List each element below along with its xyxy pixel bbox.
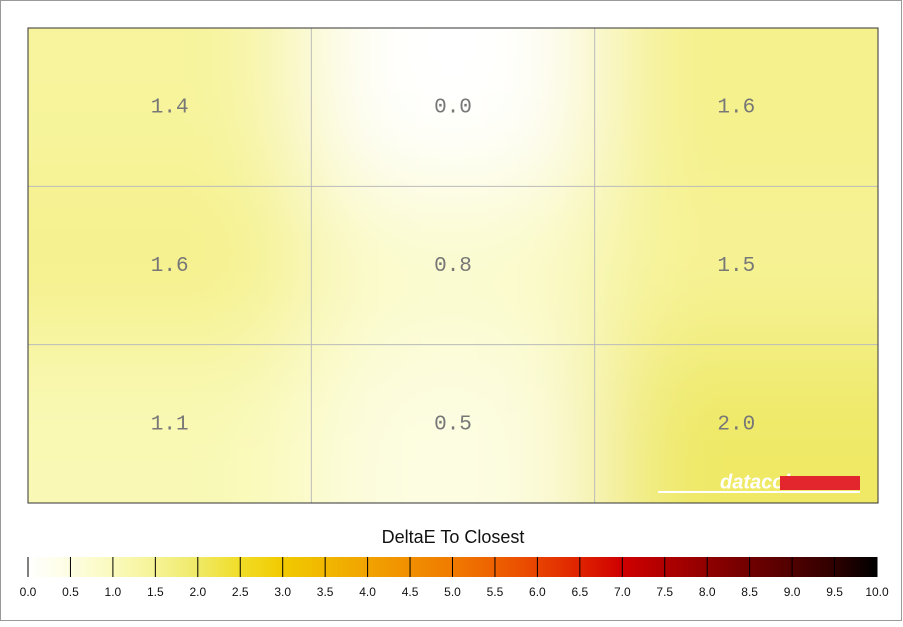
cell <box>311 28 595 187</box>
colorbar-tick-label: 2.0 <box>189 585 206 599</box>
value-label: 1.4 <box>151 97 189 120</box>
colorbar-tick-label: 2.5 <box>232 585 249 599</box>
colorbar-tick-label: 3.0 <box>274 585 291 599</box>
colorbar-tick-label: 10.0 <box>865 585 889 599</box>
cell <box>28 186 312 345</box>
colorbar-tick-label: 0.5 <box>62 585 79 599</box>
colorbar-tick-label: 9.5 <box>826 585 843 599</box>
cell <box>28 28 312 187</box>
value-label: 1.6 <box>151 255 189 278</box>
value-label: 1.5 <box>717 255 755 278</box>
colorbar-tick-label: 7.0 <box>614 585 631 599</box>
colorbar-tick-label: 6.0 <box>529 585 546 599</box>
watermark-bar <box>780 476 860 490</box>
colorbar-tick-label: 1.5 <box>147 585 164 599</box>
value-label: 0.5 <box>434 413 472 436</box>
cell <box>28 344 312 503</box>
value-label: 1.1 <box>151 413 189 436</box>
colorbar-tick-label: 6.5 <box>572 585 589 599</box>
colorbar-tick-label: 5.5 <box>487 585 504 599</box>
colorbar-title: DeltaE To Closest <box>382 527 525 547</box>
colorbar-tick-label: 4.5 <box>402 585 419 599</box>
colorbar-tick-label: 8.0 <box>699 585 716 599</box>
colorbar-tick-label: 1.0 <box>105 585 122 599</box>
value-label: 0.0 <box>434 97 472 120</box>
colorbar-tick-label: 3.5 <box>317 585 334 599</box>
value-label: 1.6 <box>717 97 755 120</box>
colorbar-tick-label: 7.5 <box>656 585 673 599</box>
colorbar-tick-label: 9.0 <box>784 585 801 599</box>
value-label: 0.8 <box>434 255 472 278</box>
plot-border <box>27 27 879 504</box>
value-label: 2.0 <box>717 413 755 436</box>
colorbar-tick-label: 0.0 <box>20 585 37 599</box>
cell <box>594 28 878 187</box>
cell <box>311 344 595 503</box>
colorbar-tick-label: 5.0 <box>444 585 461 599</box>
colorbar-tick-label: 8.5 <box>741 585 758 599</box>
cell <box>311 186 595 345</box>
cell <box>594 186 878 345</box>
colorbar-tick-label: 4.0 <box>359 585 376 599</box>
